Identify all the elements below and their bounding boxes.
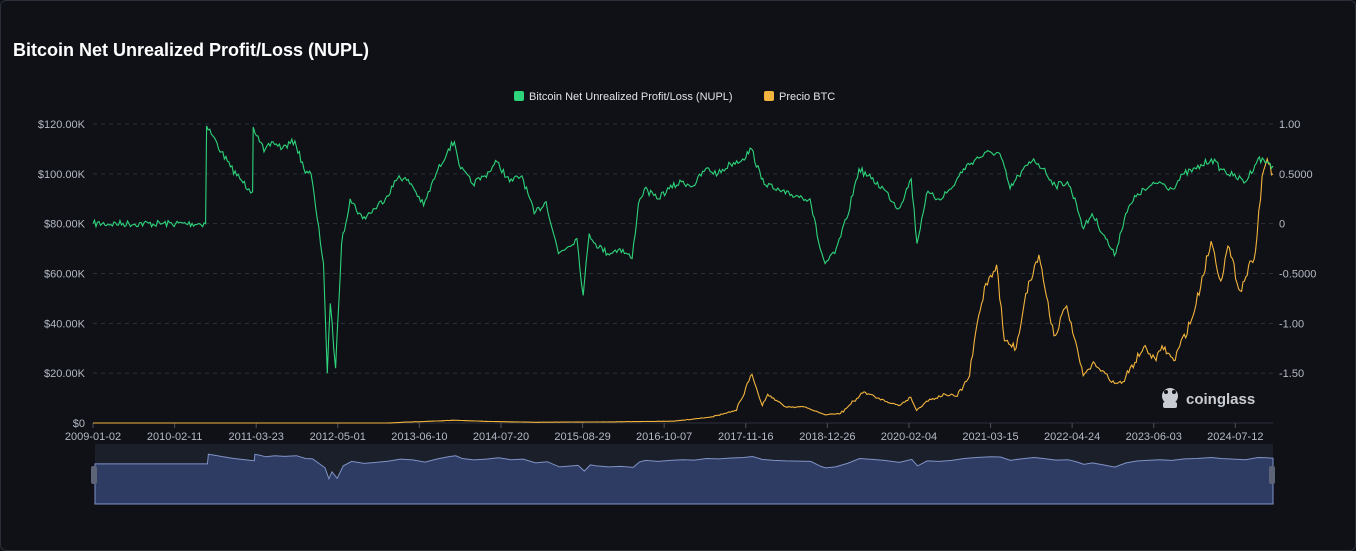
series-line-price-btc xyxy=(93,156,1274,424)
left-y-tick-label: $120.00K xyxy=(38,119,86,131)
legend-swatch-price xyxy=(764,91,774,101)
legend-label-price: Precio BTC xyxy=(779,91,835,103)
legend: Bitcoin Net Unrealized Profit/Loss (NUPL… xyxy=(514,91,835,103)
right-y-tick-label: 0 xyxy=(1279,219,1285,231)
x-tick-label: 2011-03-23 xyxy=(228,431,283,443)
right-y-tick-label: -1.50 xyxy=(1279,368,1304,380)
right-y-tick-label: -0.5000 xyxy=(1279,269,1316,281)
chart-title: Bitcoin Net Unrealized Profit/Loss (NUPL… xyxy=(13,40,370,60)
navigator-area xyxy=(94,453,1274,505)
x-tick-label: 2010-02-11 xyxy=(147,431,202,443)
series-line-nupl xyxy=(92,125,1274,374)
navigator-right-handle[interactable] xyxy=(1269,466,1275,484)
range-navigator[interactable] xyxy=(91,444,1275,505)
x-tick-label: 2017-11-16 xyxy=(718,431,773,443)
left-y-axis: $0 $20.00K $40.00K $60.00K $80.00K $100.00K $1… xyxy=(38,119,86,430)
x-tick-label: 2012-05-01 xyxy=(310,431,366,443)
left-y-tick-label: $40.00K xyxy=(44,318,86,330)
x-tick-label: 2018-12-26 xyxy=(799,431,855,443)
legend-item-nupl[interactable]: Bitcoin Net Unrealized Profit/Loss (NUPL… xyxy=(514,91,733,103)
grid-lines xyxy=(93,123,1273,424)
legend-swatch-nupl xyxy=(514,91,524,101)
x-tick-label: 2020-02-04 xyxy=(881,431,937,443)
left-y-tick-label: $100.00K xyxy=(38,169,86,181)
left-y-tick-label: $80.00K xyxy=(44,219,86,231)
left-y-tick-label: $0 xyxy=(73,418,85,430)
x-axis: 2009-01-02 2010-02-11 2011-03-23 2012-05-01… xyxy=(65,423,1263,443)
right-y-tick-label: 0.5000 xyxy=(1279,169,1313,181)
coinglass-watermark: coinglass xyxy=(1162,388,1255,408)
x-tick-label: 2013-06-10 xyxy=(391,431,447,443)
navigator-left-handle[interactable] xyxy=(91,466,97,484)
x-tick-label: 2014-07-20 xyxy=(473,431,529,443)
legend-item-price[interactable]: Precio BTC xyxy=(764,91,835,103)
legend-label-nupl: Bitcoin Net Unrealized Profit/Loss (NUPL… xyxy=(529,91,733,103)
x-tick-label: 2022-04-24 xyxy=(1044,431,1100,443)
right-y-axis: -1.50 -1.00 -0.5000 0 0.5000 1.00 xyxy=(1279,119,1316,380)
right-y-tick-label: -1.00 xyxy=(1279,318,1304,330)
left-y-tick-label: $20.00K xyxy=(44,368,86,380)
x-tick-label: 2024-07-12 xyxy=(1207,431,1263,443)
left-y-tick-label: $60.00K xyxy=(44,269,86,281)
coinglass-logo-icon xyxy=(1162,388,1178,408)
x-tick-label: 2016-10-07 xyxy=(636,431,692,443)
x-tick-label: 2009-01-02 xyxy=(65,431,121,443)
x-tick-label: 2021-03-15 xyxy=(962,431,1018,443)
right-y-tick-label: 1.00 xyxy=(1279,119,1300,131)
x-tick-label: 2023-06-03 xyxy=(1126,431,1182,443)
x-tick-label: 2015-08-29 xyxy=(554,431,610,443)
watermark-text: coinglass xyxy=(1186,391,1255,408)
